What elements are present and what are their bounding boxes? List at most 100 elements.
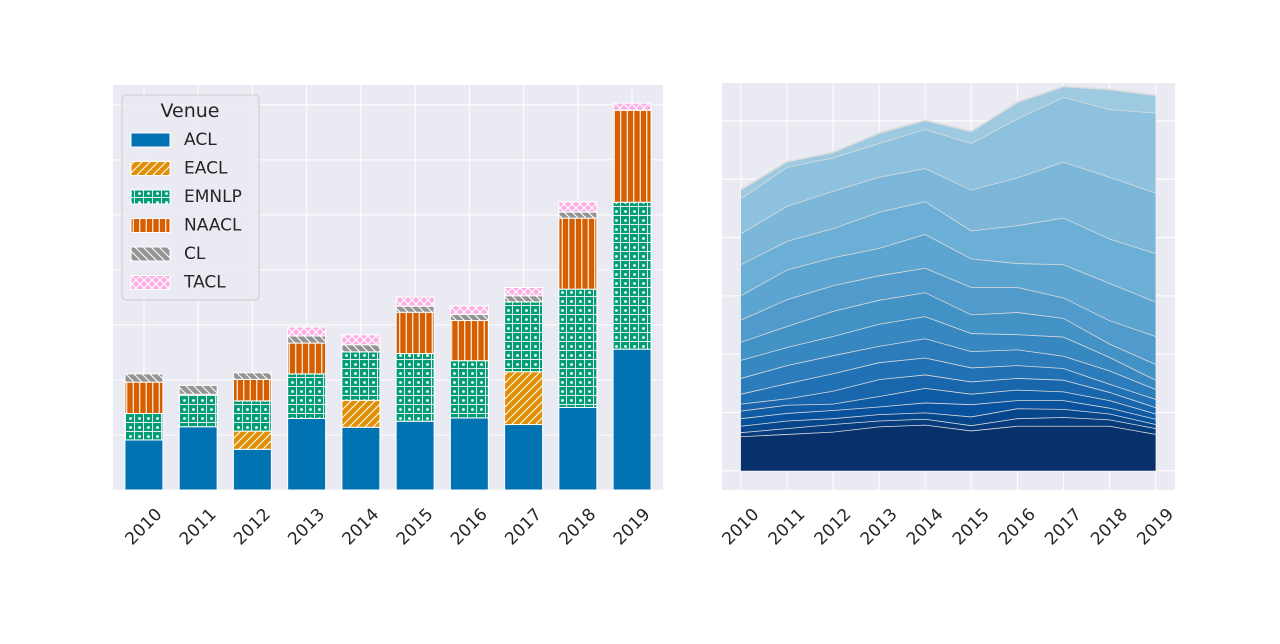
area-layer-12: [740, 234, 1156, 337]
bar-emnlp-2014: [341, 351, 381, 401]
legend-label: TACL: [183, 273, 226, 293]
legend-swatch: [130, 132, 171, 148]
x-tick-label: 2010: [719, 505, 764, 550]
bar-naacl-2015: [395, 311, 435, 355]
bar-naacl-2016: [449, 320, 489, 362]
x-tick-label: 2019: [1133, 505, 1178, 550]
area-layer-6: [740, 374, 1156, 414]
right-x-tick-labels: 2010 2011 2012 2013 2014 2015 2016 2017 2018 2019: [719, 505, 1178, 550]
bar-cl-2017: [504, 295, 544, 303]
bar-tacl-2014: [341, 334, 381, 346]
bar-acl-2011: [178, 426, 218, 491]
bar-tacl-2016: [449, 305, 489, 315]
x-tick-label: 2011: [765, 505, 810, 550]
x-tick-label: 2016: [995, 505, 1040, 550]
legend-item-eacl: EACL: [130, 159, 228, 179]
legend-label: CL: [184, 244, 206, 264]
bar-acl-2016: [449, 417, 489, 491]
bar-emnlp-2015: [395, 353, 435, 422]
area-layer-9: [740, 316, 1156, 390]
area-layer-15: [740, 96, 1156, 234]
x-tick-label: 2017: [501, 505, 546, 550]
bar-eacl-2017: [504, 371, 544, 426]
legend-label: NAACL: [184, 216, 242, 236]
x-tick-label: 2016: [447, 505, 492, 550]
area-layer-3: [740, 408, 1156, 433]
left-bars: [124, 102, 652, 491]
bar-naacl-2018: [558, 217, 598, 290]
bar-acl-2010: [124, 439, 164, 491]
bar-emnlp-2010: [124, 413, 164, 441]
bar-emnlp-2011: [178, 393, 218, 428]
bar-emnlp-2013: [287, 373, 327, 419]
bar-tacl-2017: [504, 287, 544, 297]
x-tick-label: 2018: [555, 505, 600, 550]
x-tick-label: 2011: [176, 505, 221, 550]
legend-item-emnlp: EMNLP: [130, 187, 242, 207]
area-layer-2: [740, 417, 1156, 437]
bar-emnlp-2012: [232, 400, 272, 432]
bar-tacl-2015: [395, 296, 435, 307]
area-layer-11: [740, 267, 1156, 365]
x-tick-label: 2019: [610, 505, 655, 550]
bar-acl-2017: [504, 424, 544, 491]
legend-item-tacl: TACL: [130, 273, 226, 293]
x-tick-label: 2015: [393, 505, 438, 550]
bar-acl-2019: [612, 348, 652, 491]
bar-acl-2013: [287, 417, 327, 491]
x-tick-label: 2012: [230, 505, 275, 550]
legend-label: EACL: [184, 159, 228, 179]
stacked-area-chart: 2010 2011 2012 2013 2014 2015 2016 2017 2018 2019: [719, 83, 1178, 549]
bar-acl-2014: [341, 426, 381, 491]
bar-tacl-2019: [612, 102, 652, 111]
bar-tacl-2018: [558, 201, 598, 213]
bar-eacl-2014: [341, 399, 381, 428]
x-tick-label: 2013: [284, 505, 329, 550]
legend-item-acl: ACL: [130, 130, 217, 150]
venue-stacked-bar-chart: 2010 2011 2012 2013 2014 2015 2016 2017 2018 2019…: [113, 85, 663, 549]
area-layer-10: [740, 292, 1156, 380]
x-tick-label: 2017: [1041, 505, 1086, 550]
legend: Venue ACL EACL EMNLP NAACL CL TACL: [121, 94, 260, 301]
area-layer-7: [740, 357, 1156, 408]
x-tick-label: 2010: [122, 505, 167, 550]
legend-item-cl: CL: [130, 244, 206, 264]
left-x-tick-labels: 2010 2011 2012 2013 2014 2015 2016 2017 2018 2019: [122, 505, 655, 550]
bar-cl-2015: [395, 305, 435, 313]
area-layer-4: [740, 400, 1156, 426]
bar-acl-2012: [232, 448, 272, 491]
legend-label: EMNLP: [184, 187, 242, 207]
bar-tacl-2013: [287, 326, 327, 337]
bar-cl-2013: [287, 335, 327, 344]
bar-cl-2011: [178, 384, 218, 395]
area-layer-16: [740, 86, 1156, 199]
x-tick-label: 2012: [811, 505, 856, 550]
bar-naacl-2010: [124, 381, 164, 415]
legend-swatch: [130, 161, 171, 176]
bar-naacl-2019: [612, 109, 652, 203]
x-tick-label: 2013: [857, 505, 902, 550]
bar-emnlp-2018: [558, 288, 598, 408]
area-layer-14: [740, 161, 1156, 265]
bar-acl-2018: [558, 406, 598, 491]
bar-naacl-2012: [232, 378, 272, 402]
x-tick-label: 2014: [339, 505, 384, 550]
legend-label: ACL: [184, 130, 217, 150]
area-edge-line: [740, 337, 1156, 390]
bar-eacl-2012: [232, 430, 272, 450]
bar-cl-2010: [124, 373, 164, 383]
bar-cl-2012: [232, 372, 272, 380]
bar-cl-2014: [341, 344, 381, 353]
bar-emnlp-2016: [449, 360, 489, 419]
bar-cl-2016: [449, 313, 489, 322]
legend-swatch: [130, 275, 171, 290]
right-area-layers: [740, 85, 1157, 471]
legend-swatch: [130, 189, 171, 205]
x-tick-label: 2015: [949, 505, 994, 550]
area-layer-13: [740, 201, 1156, 302]
area-layer-1: [740, 424, 1156, 471]
area-edge-line: [740, 85, 1156, 191]
x-tick-label: 2018: [1087, 505, 1132, 550]
bar-cl-2018: [558, 211, 598, 219]
x-tick-label: 2014: [903, 505, 948, 550]
